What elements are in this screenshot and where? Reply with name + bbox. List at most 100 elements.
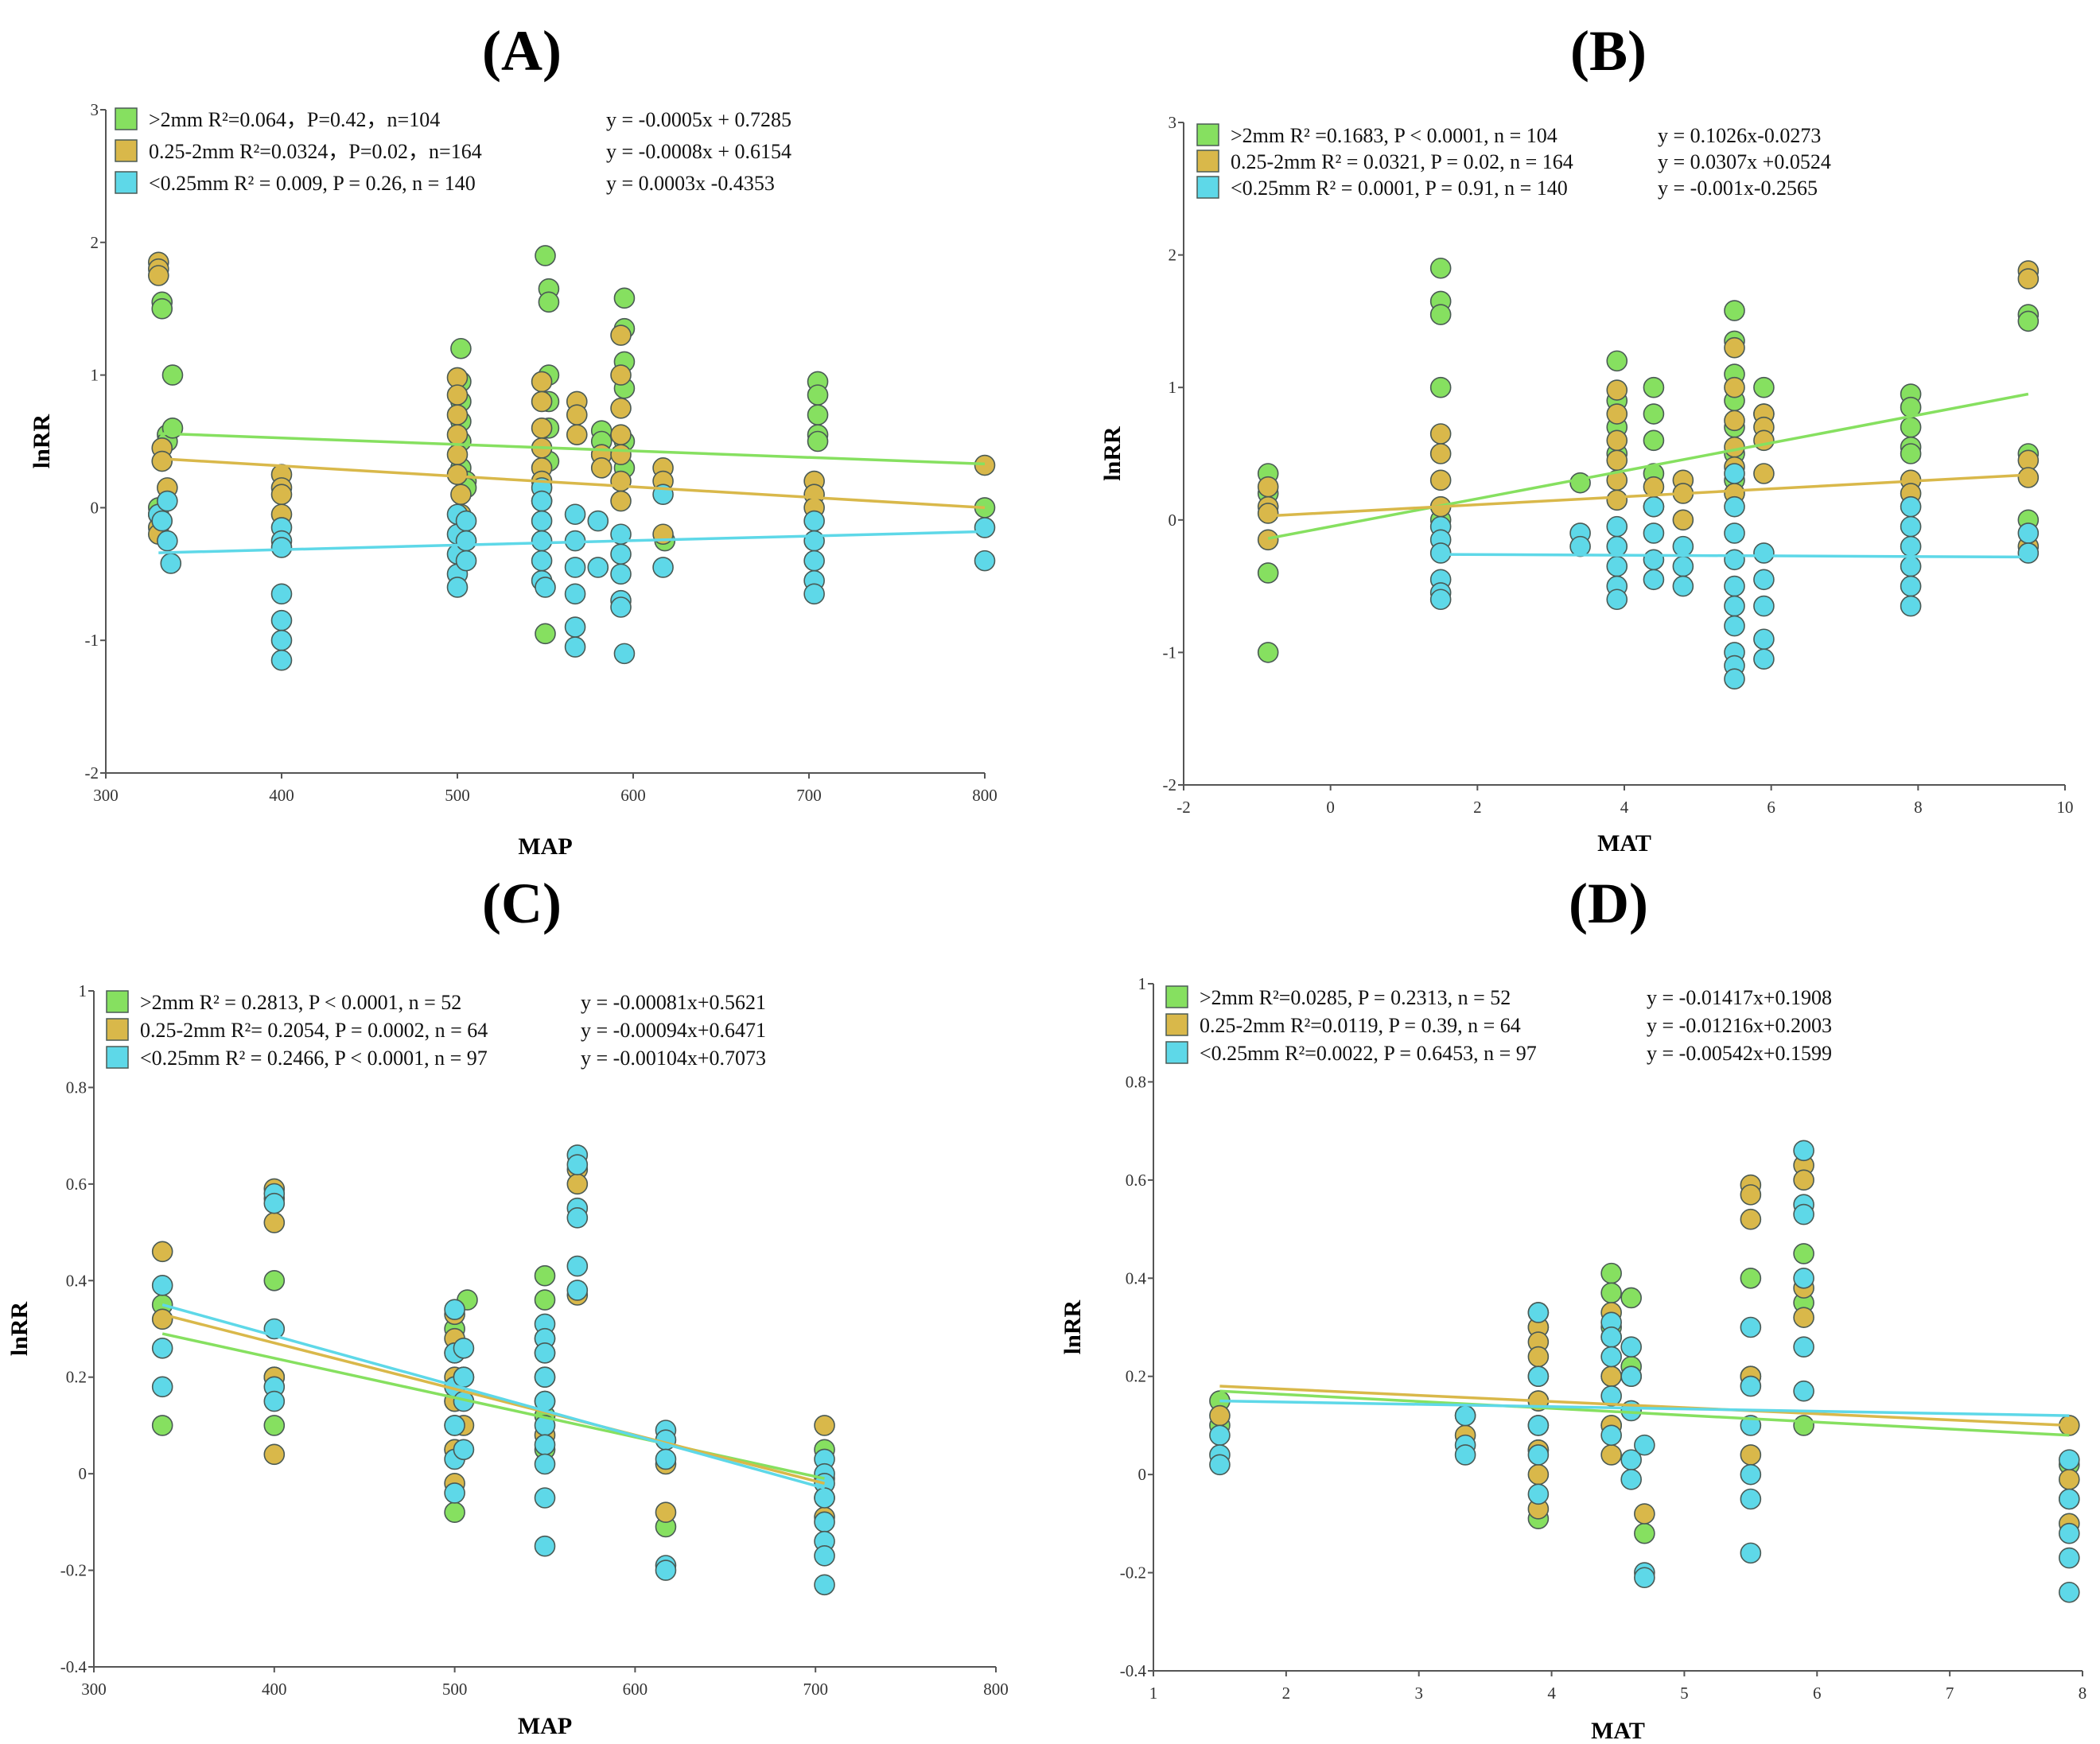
data-point (2017, 310, 2040, 332)
data-point (1643, 569, 1665, 591)
data-point (610, 424, 632, 445)
data-point (1257, 503, 1279, 524)
panel-label: (D) (1569, 872, 1648, 935)
data-point (1527, 1483, 1550, 1505)
data-point (1600, 1262, 1622, 1284)
data-point (2059, 1522, 2080, 1544)
data-point (1900, 535, 1922, 557)
legend-stats: >2mm R²=0.0285, P = 0.2313, n = 52 (1200, 986, 1511, 1009)
legend-swatch (1165, 985, 1188, 1008)
y-tick-label: 0.6 (1126, 1171, 1146, 1190)
legend-equation: y = -0.01417x+0.1908 (1647, 986, 1832, 1009)
data-point (151, 450, 173, 472)
data-point (1429, 469, 1452, 491)
data-point (1753, 463, 1775, 484)
data-point (610, 490, 632, 512)
data-point (446, 577, 469, 598)
data-point (1209, 1404, 1231, 1427)
x-tick-label: -2 (1176, 798, 1191, 817)
data-point (1634, 1567, 1655, 1589)
y-tick-label: 0.4 (66, 1271, 88, 1290)
data-point (1900, 416, 1922, 438)
legend-swatch (115, 139, 138, 162)
data-point (453, 1366, 475, 1389)
data-point (655, 1501, 677, 1524)
legend-equation: y = -0.0008x + 0.6154 (606, 140, 791, 163)
data-point (803, 550, 825, 572)
data-point (1724, 575, 1745, 597)
data-point (1600, 1424, 1622, 1447)
data-point (1257, 529, 1279, 551)
data-point (1429, 588, 1452, 611)
data-point (1606, 449, 1628, 472)
data-point (531, 418, 553, 439)
data-point (450, 484, 472, 506)
data-point (151, 510, 173, 532)
data-point (566, 1207, 589, 1229)
data-point (2017, 268, 2040, 289)
data-point (1569, 535, 1591, 557)
data-point (535, 623, 556, 645)
data-point (1740, 1415, 1762, 1436)
data-point (1429, 423, 1452, 445)
data-point (1643, 549, 1665, 571)
data-point (444, 1415, 465, 1436)
data-point (566, 1255, 589, 1277)
data-point (803, 583, 825, 605)
data-point (1900, 575, 1922, 597)
series-1 (1209, 1243, 2080, 1544)
data-point (1753, 628, 1775, 651)
x-tick-label: 400 (262, 1680, 287, 1699)
data-point (446, 404, 469, 425)
data-point (610, 563, 632, 585)
data-point (1900, 515, 1922, 538)
data-point (1793, 1307, 1814, 1328)
data-point (566, 1154, 589, 1175)
x-tick-label: 4 (1620, 798, 1629, 817)
legend: >2mm R² = 0.2813, P < 0.0001, n = 52 y = … (106, 990, 766, 1070)
data-point (270, 484, 293, 506)
data-point (807, 384, 829, 406)
x-tick-label: 2 (1282, 1684, 1291, 1703)
data-point (814, 1511, 835, 1533)
data-point (534, 1434, 556, 1456)
data-point (534, 1453, 556, 1475)
y-tick-label: 0 (79, 1464, 88, 1483)
data-point (1643, 429, 1665, 452)
data-point (1429, 376, 1452, 398)
legend-swatch (1165, 1013, 1188, 1036)
data-point (453, 1439, 475, 1461)
data-point (1753, 595, 1775, 617)
data-point (1793, 1203, 1814, 1225)
data-point (1793, 1243, 1814, 1264)
data-point (1606, 379, 1628, 401)
legend-equation: y = 0.1026x-0.0273 (1658, 124, 1821, 147)
legend-stats: 0.25-2mm R²=0.0119, P = 0.39, n = 64 (1200, 1014, 1521, 1037)
data-point (655, 1560, 677, 1581)
y-axis-title: lnRR (1060, 1299, 1086, 1354)
data-point (2059, 1581, 2080, 1603)
data-point (2017, 522, 2040, 544)
data-point (1527, 1365, 1550, 1388)
data-point (534, 1366, 556, 1389)
data-point (1724, 549, 1745, 571)
data-point (1620, 1287, 1642, 1309)
y-tick-label: -0.2 (60, 1561, 87, 1580)
panel-2: (B) -2 0 2 4 6 8 10 -2 -1 0 1 2 3 MAT lnRR >2mm R² =0.16… (1099, 19, 2074, 856)
data-point (564, 557, 586, 578)
y-tick-label: 0 (1138, 1465, 1147, 1484)
data-point (610, 324, 632, 346)
data-point (444, 1501, 465, 1524)
data-point (613, 287, 636, 309)
data-point (531, 510, 553, 532)
data-point (1600, 1282, 1622, 1304)
data-point (1672, 555, 1694, 577)
data-point (1672, 535, 1694, 557)
series-2 (1209, 1155, 2080, 1535)
y-tick-label: 2 (91, 233, 99, 252)
data-point (157, 530, 178, 552)
legend: >2mm R²=0.0285, P = 0.2313, n = 52 y = -0… (1165, 985, 1832, 1065)
data-point (803, 530, 825, 552)
data-point (263, 1415, 286, 1436)
data-point (1527, 1302, 1550, 1323)
